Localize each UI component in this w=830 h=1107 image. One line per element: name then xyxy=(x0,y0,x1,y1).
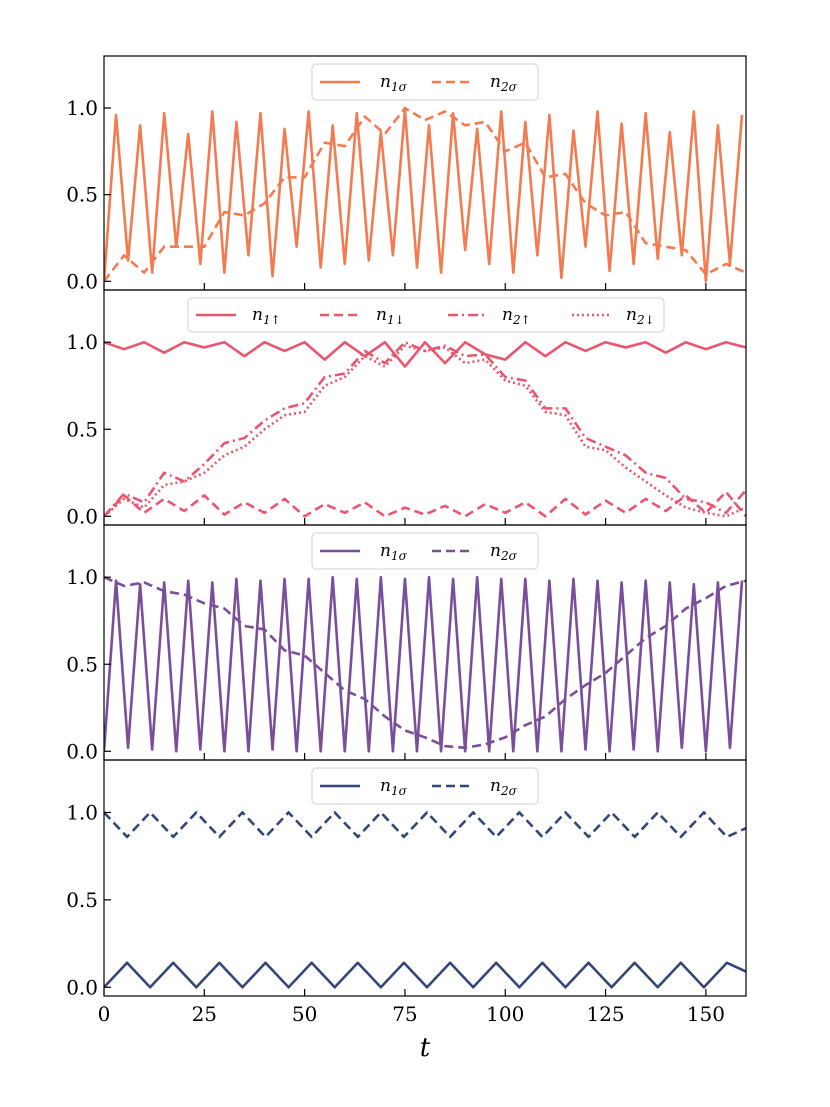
legend-label-2: n2σ xyxy=(490,72,518,94)
legend-box xyxy=(311,532,539,570)
y-tick-label: 1.0 xyxy=(66,330,98,354)
legend-label-3: n2↑ xyxy=(502,305,531,327)
legend-box xyxy=(311,767,539,805)
y-tick-label: 0.5 xyxy=(66,888,98,912)
y-tick-label: 0.5 xyxy=(66,183,98,207)
y-tick-label: 0.5 xyxy=(66,417,98,441)
legend: n1σ n2σ xyxy=(311,532,539,570)
x-tick-label: 100 xyxy=(486,1002,524,1026)
legend-label-2: n2σ xyxy=(490,776,518,798)
legend: n1σ n2σ xyxy=(311,63,539,101)
x-tick-label: 75 xyxy=(392,1002,417,1026)
y-tick-label: 0.5 xyxy=(66,652,98,676)
x-tick-label: 0 xyxy=(98,1002,111,1026)
legend-label-1: n1σ xyxy=(380,72,408,94)
panel-2: 0.0 0.5 1.0 n1↑ n1↓ n2↑ n2↓ xyxy=(66,289,747,528)
series-line-2 xyxy=(104,811,746,839)
legend-box xyxy=(311,63,539,101)
series-line-2 xyxy=(104,106,746,283)
panel-3: 0.0 0.5 1.0 n1σ n2σ xyxy=(66,524,747,763)
legend-label-1: n1σ xyxy=(380,541,408,563)
series-line-4 xyxy=(104,344,746,518)
y-tick-label: 0.0 xyxy=(66,504,98,528)
x-tick-label: 50 xyxy=(292,1002,317,1026)
series-line-1 xyxy=(104,961,746,989)
series-line-1 xyxy=(104,340,746,368)
legend-label-1: n1↑ xyxy=(252,305,281,327)
legend: n1↑ n1↓ n2↑ n2↓ xyxy=(187,297,665,333)
x-axis-label: t xyxy=(420,1033,431,1063)
legend-box xyxy=(187,297,665,333)
series-line-1 xyxy=(104,575,744,753)
y-tick-label: 1.0 xyxy=(66,565,98,589)
series-line-2 xyxy=(104,576,746,750)
series-line-3 xyxy=(104,340,746,518)
panel-4: 0.0 0.5 1.0 0 25 50 75 100 125 150 t n1σ n2σ xyxy=(66,759,747,1063)
panel-1: 0.0 0.5 1.0 n1σ n2σ xyxy=(66,55,747,293)
y-tick-label: 0.0 xyxy=(66,739,98,763)
legend-label-2: n2σ xyxy=(490,541,518,563)
legend-label-2: n1↓ xyxy=(376,305,405,327)
legend-label-4: n2↓ xyxy=(626,305,655,327)
legend: n1σ n2σ xyxy=(311,767,539,805)
y-tick-label: 0.0 xyxy=(66,269,98,293)
x-tick-label: 125 xyxy=(586,1002,624,1026)
x-tick-label: 150 xyxy=(687,1002,725,1026)
legend-label-1: n1σ xyxy=(380,776,408,798)
y-tick-label: 0.0 xyxy=(66,975,98,999)
plot-frame xyxy=(103,759,747,997)
y-tick-label: 1.0 xyxy=(66,800,98,824)
y-tick-label: 1.0 xyxy=(66,96,98,120)
x-tick-label: 25 xyxy=(192,1002,217,1026)
series-line-2 xyxy=(104,490,746,518)
series-line-1 xyxy=(104,108,744,283)
